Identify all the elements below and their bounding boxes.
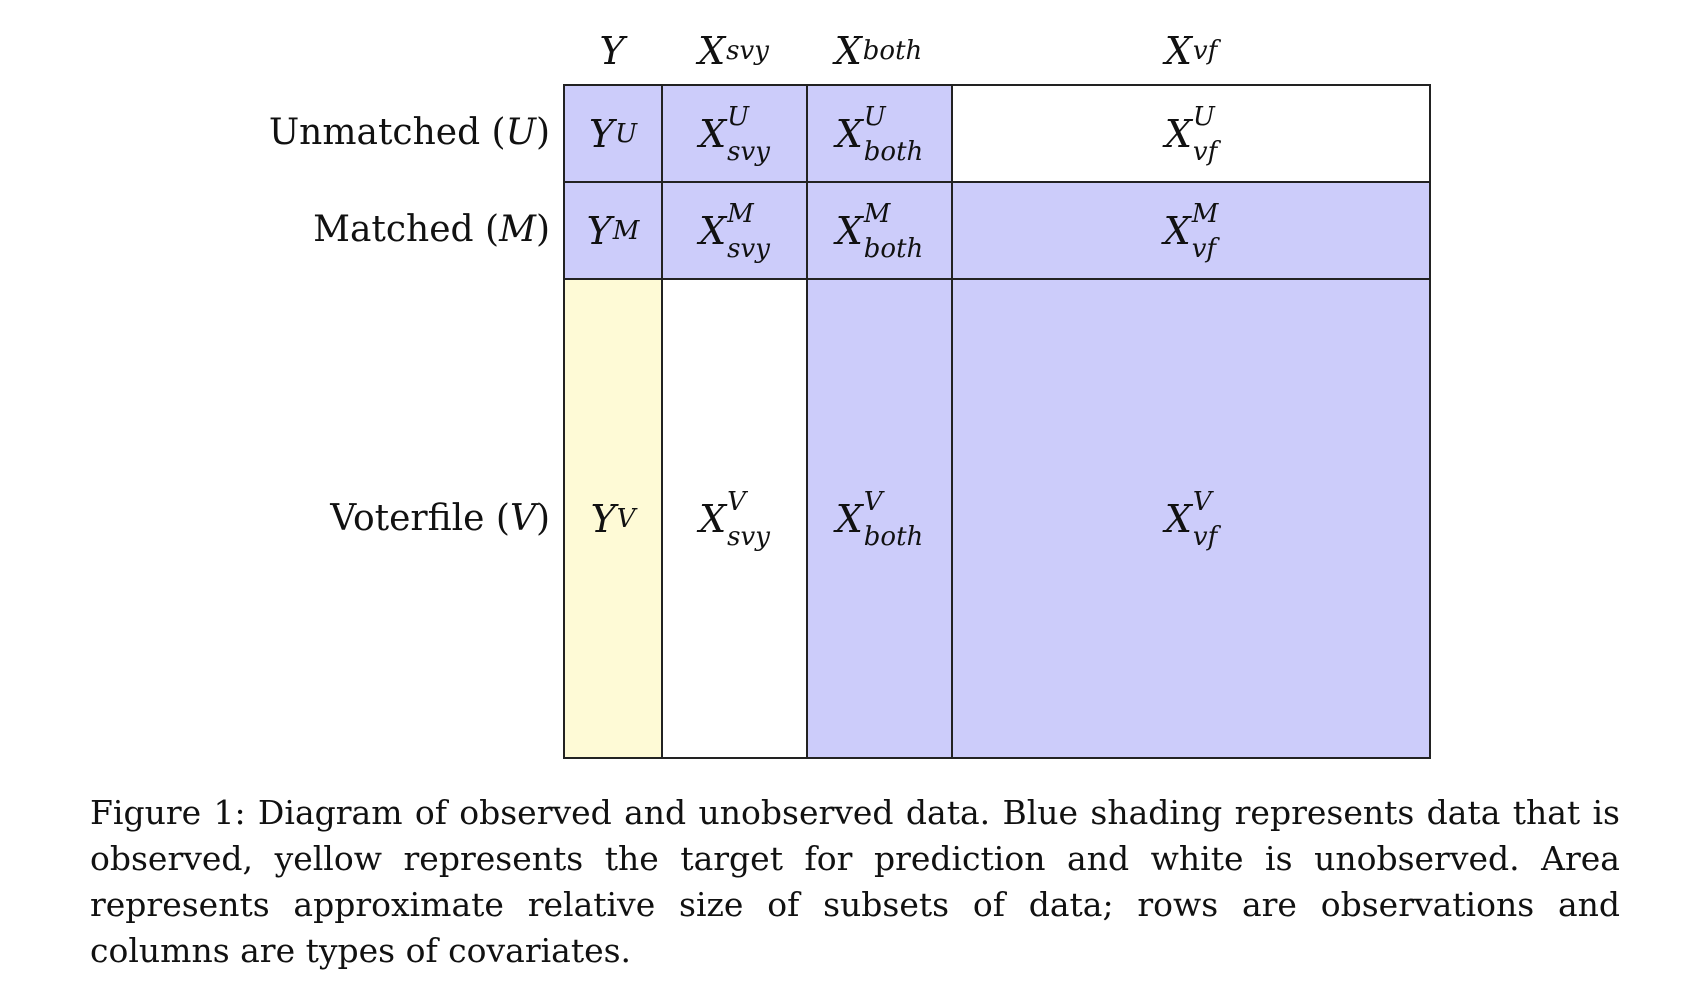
symbol-superscript: V (616, 503, 636, 534)
symbol-superscript: V (863, 486, 883, 517)
symbol-base: X (1164, 496, 1192, 541)
symbol-base: X (835, 208, 863, 253)
symbol-base: X (835, 111, 863, 156)
column-header-y: Y (599, 29, 625, 73)
symbol-superscript: U (863, 101, 886, 132)
symbol-subscript: svy (727, 521, 770, 552)
symbol-base: X (699, 496, 727, 541)
row-label-unmatched: Unmatched (U) (268, 112, 550, 153)
symbol-superscript: V (1192, 486, 1212, 517)
symbol-subscript: both (863, 136, 924, 167)
symbol-subscript: svy (727, 233, 770, 264)
symbol-base: X (699, 111, 727, 156)
symbol-base: Y (588, 111, 615, 156)
symbol-superscript: M (612, 215, 640, 246)
symbol-superscript: M (1191, 198, 1219, 229)
symbol-superscript: M (727, 198, 754, 229)
symbol-base: X (1163, 208, 1191, 253)
symbol-subscript: vf (1192, 136, 1218, 167)
symbol-subscript: svy (727, 136, 770, 167)
symbol-superscript: V (727, 486, 746, 517)
symbol-base: X (1164, 111, 1192, 156)
figure-caption: Figure 1: Diagram of observed and unobse… (90, 793, 1620, 970)
symbol-superscript: U (615, 118, 637, 149)
symbol-subscript: vf (1191, 233, 1217, 264)
symbol-superscript: U (1192, 101, 1215, 132)
symbol-subscript: both (863, 521, 924, 552)
symbol-base: Y (586, 208, 612, 253)
symbol-base: Y (590, 496, 616, 541)
symbol-base: X (835, 496, 863, 541)
symbol-subscript: both (863, 233, 924, 264)
symbol-superscript: M (863, 198, 891, 229)
symbol-subscript: vf (1192, 521, 1218, 552)
symbol-base: X (699, 208, 727, 253)
symbol-superscript: U (727, 101, 750, 132)
row-label-voterfile: Voterfile (V) (330, 498, 550, 539)
row-label-matched: Matched (M) (313, 209, 550, 250)
